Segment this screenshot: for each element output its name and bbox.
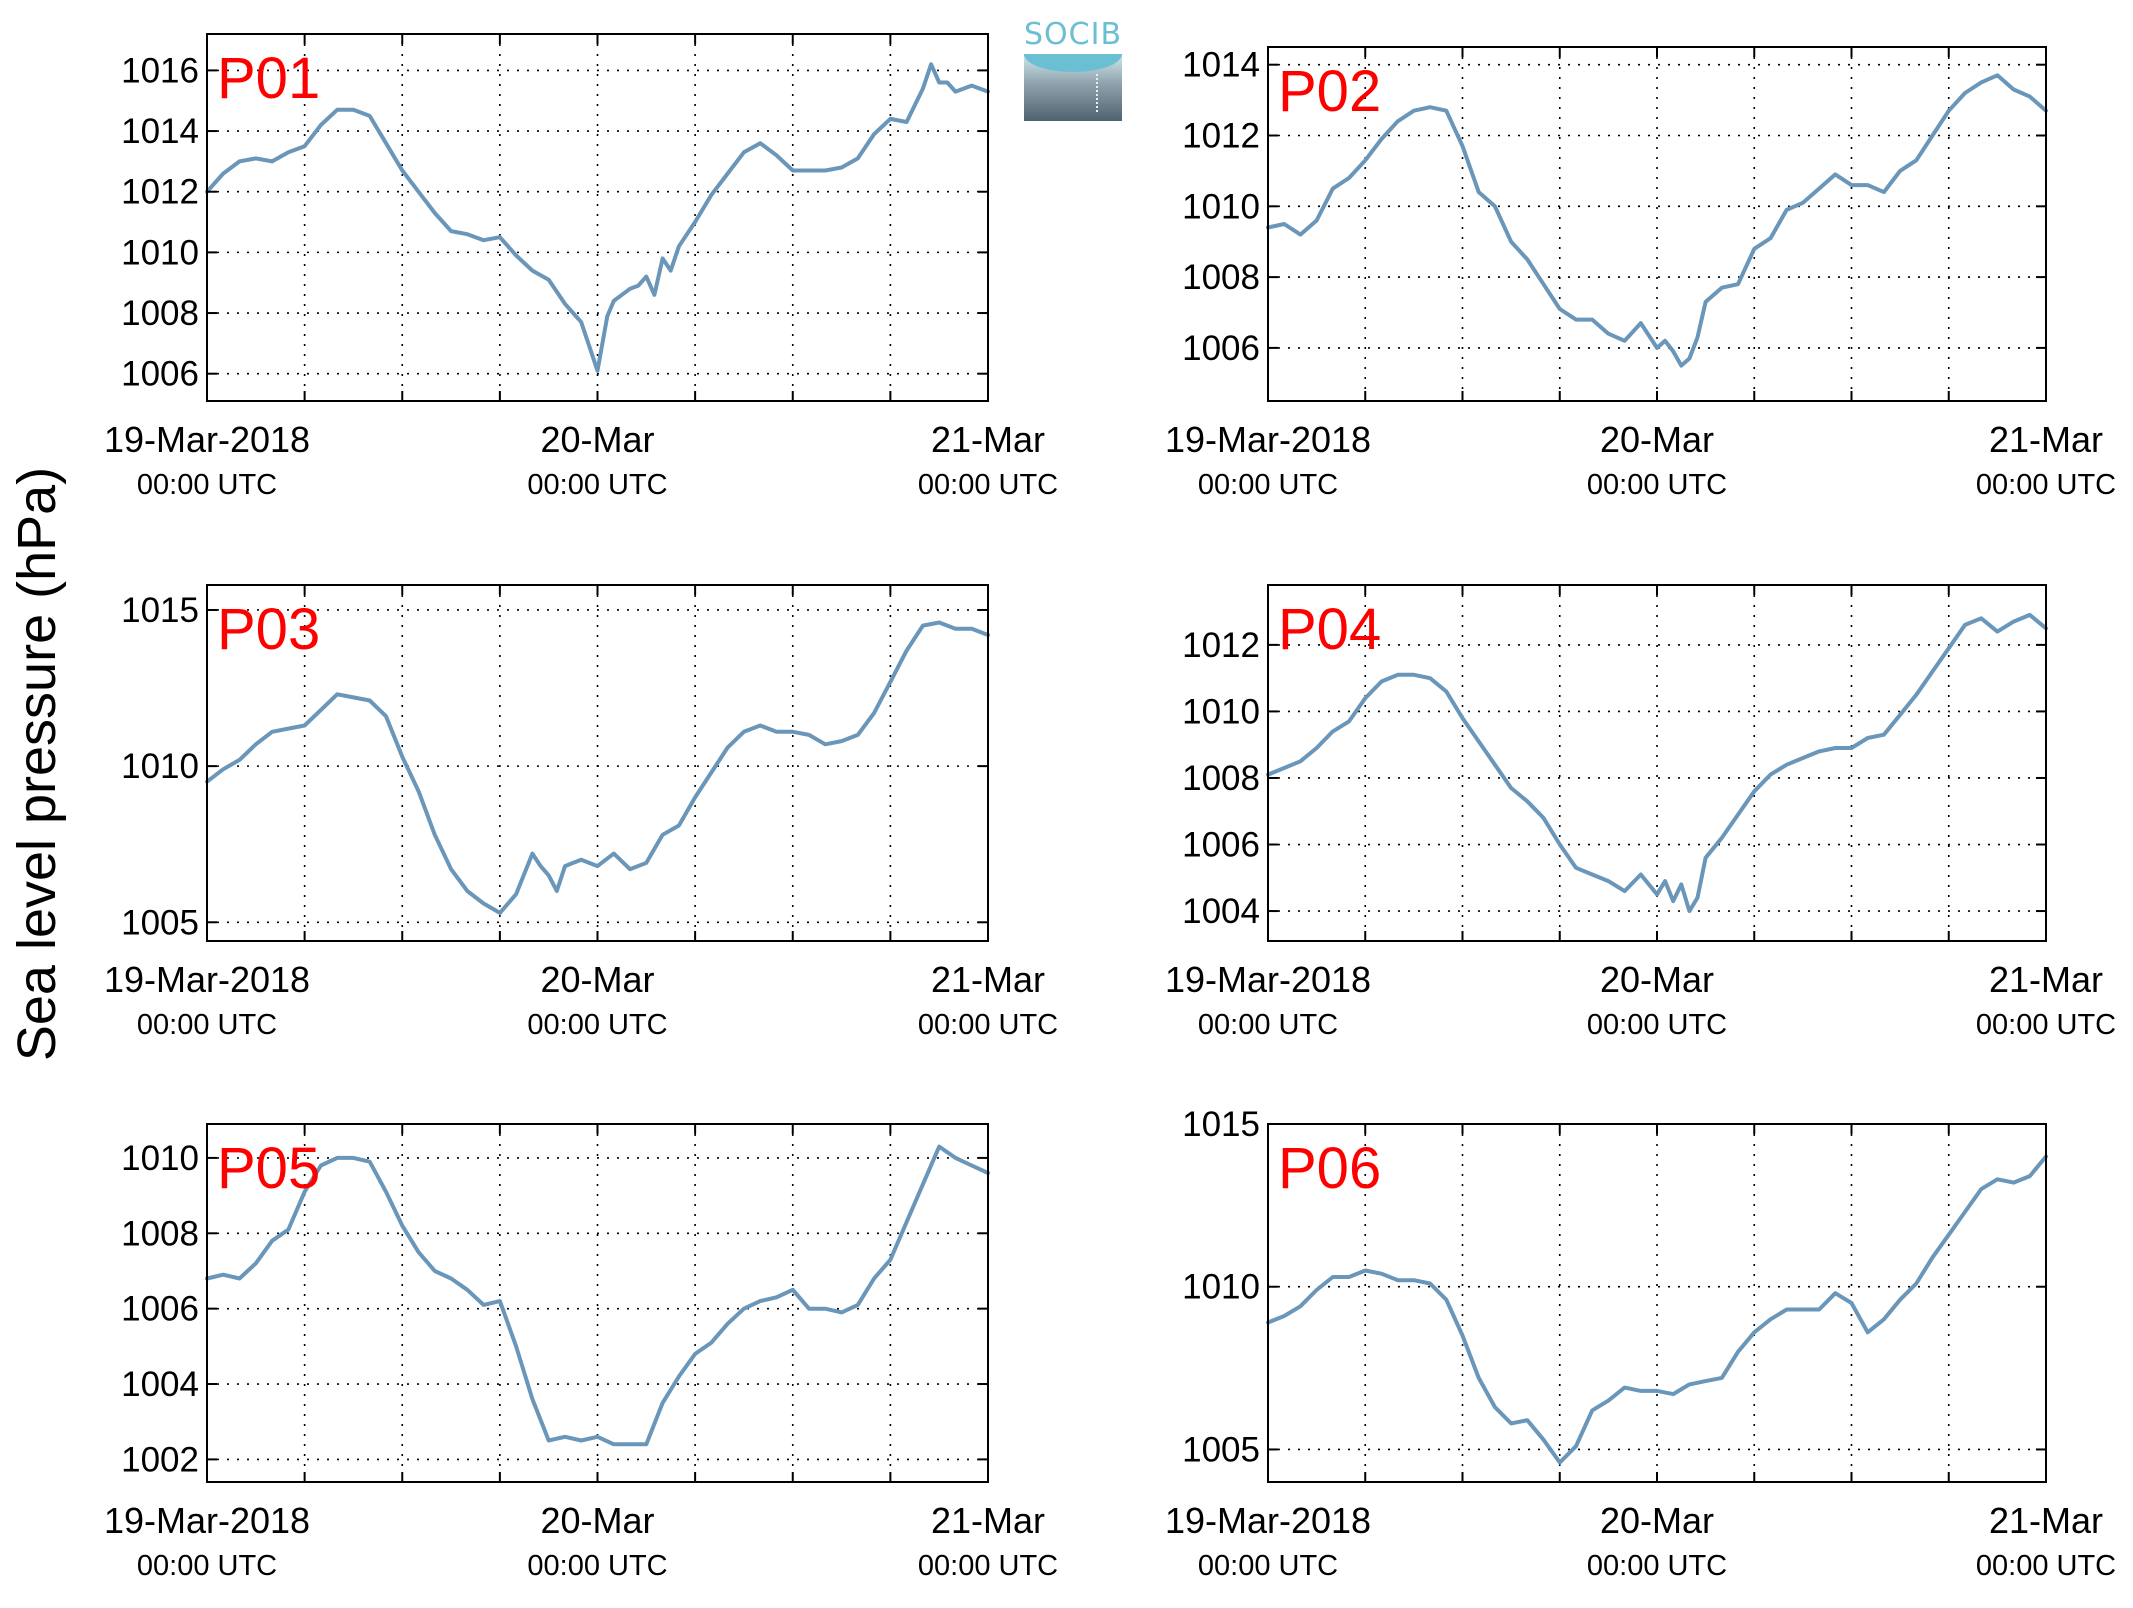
x-tick-label: 19-Mar-2018 — [1165, 1500, 1371, 1541]
logo-dotted-line — [1096, 74, 1098, 112]
x-tick-sublabel: 00:00 UTC — [918, 1550, 1058, 1582]
axes-frame — [1267, 584, 2047, 942]
x-tick-label: 21-Mar — [1989, 959, 2103, 1000]
y-tick-label: 1010 — [1182, 187, 1260, 226]
y-axis-label: Sea level pressure (hPa) — [7, 467, 67, 1061]
x-tick-label: 21-Mar — [931, 959, 1045, 1000]
y-tick-label: 1006 — [1182, 826, 1260, 865]
x-tick-label: 19-Mar-2018 — [104, 419, 310, 460]
station-label: P05 — [217, 1136, 320, 1201]
y-tick-label: 1004 — [1182, 892, 1260, 931]
x-tick-sublabel: 00:00 UTC — [1198, 1009, 1338, 1041]
y-tick-label: 1008 — [1182, 258, 1260, 297]
x-tick-label: 20-Mar — [1600, 959, 1714, 1000]
y-tick-label: 1008 — [1182, 759, 1260, 798]
x-tick-label: 20-Mar — [540, 1500, 654, 1541]
y-tick-label: 1010 — [121, 233, 199, 272]
x-tick-sublabel: 00:00 UTC — [137, 1550, 277, 1582]
x-tick-label: 21-Mar — [1989, 419, 2103, 460]
x-tick-label: 20-Mar — [540, 419, 654, 460]
y-tick-label: 1006 — [1182, 329, 1260, 368]
axes-frame — [1267, 1123, 2047, 1483]
x-tick-label: 20-Mar — [1600, 419, 1714, 460]
series-line-p06 — [1266, 1154, 2048, 1465]
y-tick-label: 1016 — [121, 51, 199, 90]
y-tick-label: 1015 — [121, 591, 199, 630]
panel-p01: 1006 1008 1010 1012 1014 1016 19-Mar-2018 00:00… — [104, 33, 1058, 501]
series-line-p05 — [205, 1144, 990, 1447]
x-tick-label: 21-Mar — [931, 419, 1045, 460]
panels: 1006 1008 1010 1012 1014 1016 19-Mar-2018 00:00… — [104, 33, 2116, 1582]
y-tick-label: 1005 — [1182, 1430, 1260, 1469]
x-tick-sublabel: 00:00 UTC — [527, 1550, 667, 1582]
panel-p05: 1002 1004 1006 1008 1010 19-Mar-2018 00:00 UTC… — [104, 1123, 1058, 1582]
x-tick-sublabel: 00:00 UTC — [918, 469, 1058, 501]
x-tick-label: 19-Mar-2018 — [1165, 419, 1371, 460]
y-tick-label: 1015 — [1182, 1105, 1260, 1144]
y-tick-label: 1006 — [121, 355, 199, 394]
station-label: P06 — [1278, 1136, 1381, 1201]
y-tick-label: 1008 — [121, 1214, 199, 1253]
x-tick-sublabel: 00:00 UTC — [527, 1009, 667, 1041]
x-tick-label: 20-Mar — [1600, 1500, 1714, 1541]
x-tick-sublabel: 00:00 UTC — [1976, 1009, 2116, 1041]
x-tick-sublabel: 00:00 UTC — [1587, 1009, 1727, 1041]
panel-p04: 1004 1006 1008 1010 1012 19-Mar-2018 00:00 UTC… — [1165, 584, 2116, 1041]
series-line-p03 — [205, 620, 990, 915]
logo-text: SOCIB — [1024, 17, 1123, 52]
y-tick-label: 1010 — [1182, 1268, 1260, 1307]
station-label: P03 — [217, 597, 320, 662]
x-tick-label: 21-Mar — [931, 1500, 1045, 1541]
x-tick-sublabel: 00:00 UTC — [1198, 1550, 1338, 1582]
series-line-p01 — [205, 62, 990, 373]
station-label: P01 — [217, 46, 320, 111]
x-tick-sublabel: 00:00 UTC — [1587, 1550, 1727, 1582]
y-tick-label: 1014 — [121, 112, 199, 151]
y-tick-label: 1012 — [1182, 626, 1260, 665]
x-tick-sublabel: 00:00 UTC — [1976, 469, 2116, 501]
x-tick-sublabel: 00:00 UTC — [137, 469, 277, 501]
axes-frame — [206, 584, 989, 942]
y-tick-label: 1012 — [121, 173, 199, 212]
y-tick-label: 1012 — [1182, 117, 1260, 156]
series-line-p04 — [1266, 612, 2048, 914]
y-tick-label: 1005 — [121, 903, 199, 942]
panel-p02: 1006 1008 1010 1012 1014 19-Mar-2018 00:00 UTC… — [1165, 46, 2116, 501]
y-tick-label: 1006 — [121, 1290, 199, 1329]
x-tick-label: 19-Mar-2018 — [104, 1500, 310, 1541]
x-tick-sublabel: 00:00 UTC — [527, 469, 667, 501]
x-tick-label: 20-Mar — [540, 959, 654, 1000]
series-line-p02 — [1266, 73, 2048, 368]
axes-frame — [206, 1123, 989, 1483]
logo-wave — [1024, 54, 1122, 72]
y-tick-label: 1008 — [121, 294, 199, 333]
x-tick-label: 19-Mar-2018 — [1165, 959, 1371, 1000]
x-tick-sublabel: 00:00 UTC — [1587, 469, 1727, 501]
x-tick-sublabel: 00:00 UTC — [137, 1009, 277, 1041]
panel-p06: 1005 1010 1015 19-Mar-2018 00:00 UTC 20-Mar 00… — [1165, 1105, 2116, 1582]
y-tick-label: 1010 — [1182, 692, 1260, 731]
y-tick-label: 1010 — [121, 747, 199, 786]
y-tick-label: 1004 — [121, 1365, 199, 1404]
socib-logo: SOCIB — [1024, 18, 1122, 121]
x-tick-sublabel: 00:00 UTC — [1976, 1550, 2116, 1582]
station-label: P04 — [1278, 597, 1381, 662]
x-tick-label: 21-Mar — [1989, 1500, 2103, 1541]
panel-p03: 1005 1010 1015 19-Mar-2018 00:00 UTC 20-Mar 00… — [104, 584, 1058, 1041]
x-tick-sublabel: 00:00 UTC — [918, 1009, 1058, 1041]
station-label: P02 — [1278, 59, 1381, 124]
x-tick-sublabel: 00:00 UTC — [1198, 469, 1338, 501]
y-tick-label: 1010 — [121, 1139, 199, 1178]
y-tick-label: 1014 — [1182, 46, 1260, 85]
x-tick-label: 19-Mar-2018 — [104, 959, 310, 1000]
y-tick-label: 1002 — [121, 1440, 199, 1479]
